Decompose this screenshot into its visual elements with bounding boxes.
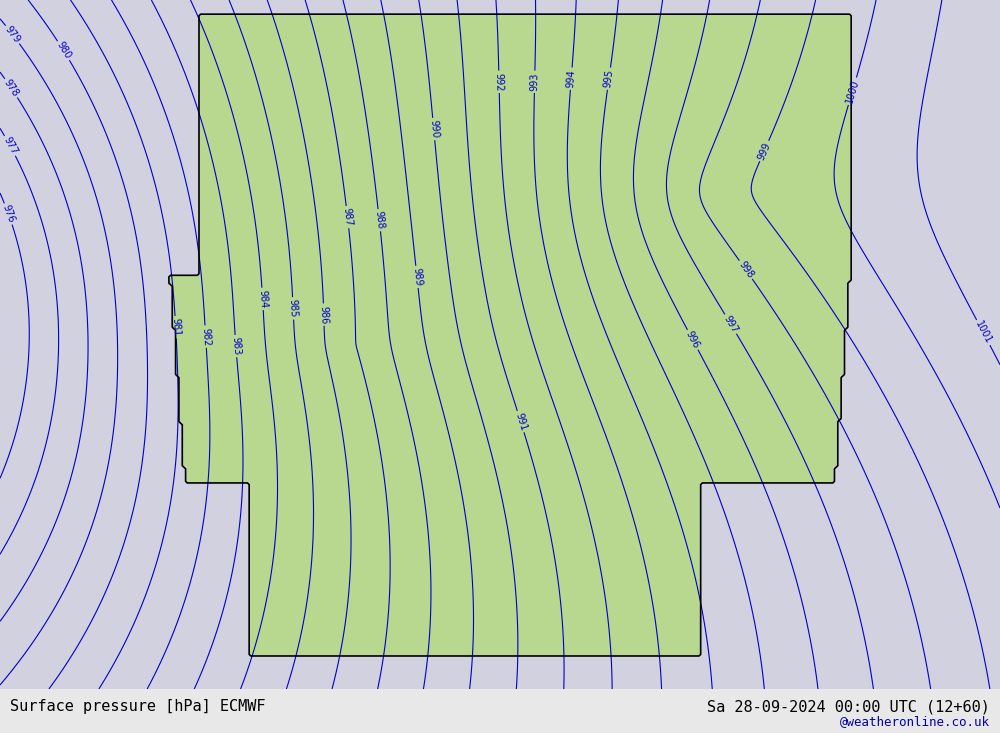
Text: 985: 985 [288,299,299,318]
Text: @weatheronline.co.uk: @weatheronline.co.uk [840,715,990,729]
Text: 994: 994 [566,69,577,88]
Text: 995: 995 [603,69,615,89]
Text: 992: 992 [494,73,504,91]
Text: 997: 997 [722,314,740,334]
Text: Sa 28-09-2024 00:00 UTC (12+60): Sa 28-09-2024 00:00 UTC (12+60) [707,699,990,714]
Text: 988: 988 [373,210,385,230]
Text: 990: 990 [428,119,440,139]
Text: 991: 991 [513,411,528,432]
Text: Surface pressure [hPa] ECMWF: Surface pressure [hPa] ECMWF [10,699,266,714]
Text: 981: 981 [170,317,181,336]
Text: 979: 979 [3,24,22,45]
Text: 1000: 1000 [844,78,861,104]
Text: 982: 982 [200,327,211,346]
Text: 978: 978 [2,78,20,98]
Text: 983: 983 [230,336,242,356]
Text: 980: 980 [54,40,73,61]
Text: 986: 986 [318,305,329,324]
Text: 1001: 1001 [973,320,993,346]
Text: 984: 984 [257,290,268,309]
Text: 993: 993 [529,73,540,91]
Text: 976: 976 [1,204,16,224]
Text: 998: 998 [736,259,755,280]
Text: 977: 977 [1,135,19,156]
Text: 999: 999 [756,141,772,161]
Text: 996: 996 [684,329,701,350]
Text: 987: 987 [342,207,354,226]
Text: 989: 989 [411,268,423,287]
